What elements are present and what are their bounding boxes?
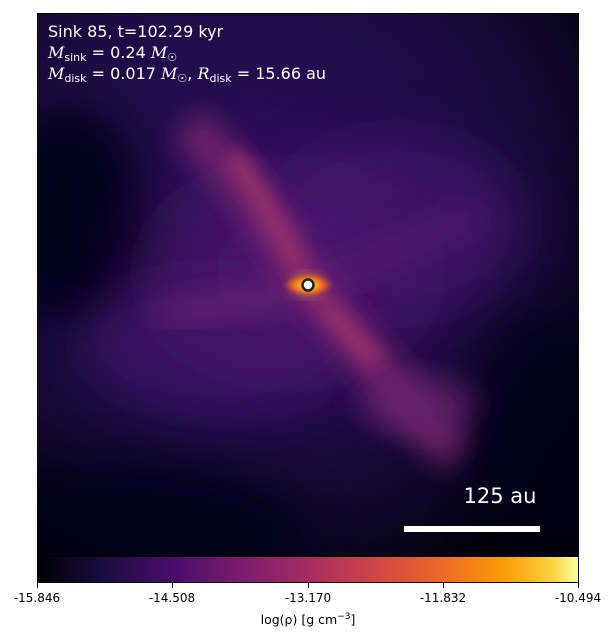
density-image xyxy=(38,14,578,555)
colorbar xyxy=(37,556,579,583)
scale-bar xyxy=(404,526,540,532)
colorbar-tick xyxy=(443,583,444,588)
colorbar-tick-label: -14.508 xyxy=(148,591,196,605)
colorbar-tick-label: -15.846 xyxy=(13,591,61,605)
disk-properties-label: Mdisk = 0.017 M☉, Rdisk = 15.66 au xyxy=(48,64,327,85)
colorbar-tick-label: -10.494 xyxy=(554,591,602,605)
colorbar-tick xyxy=(172,583,173,588)
sink-mass-label: Msink = 0.24 M☉ xyxy=(48,43,178,64)
density-map: Sink 85, t=102.29 kyr Msink = 0.24 M☉ Md… xyxy=(37,13,579,556)
colorbar-tick-label: -11.832 xyxy=(419,591,467,605)
scale-bar-label: 125 au xyxy=(463,484,537,508)
colorbar-tick xyxy=(578,583,579,588)
colorbar-tick-label: -13.170 xyxy=(284,591,332,605)
colorbar-label: log(ρ) [g cm−3] xyxy=(260,612,356,628)
colorbar-tick xyxy=(37,583,38,588)
sink-marker xyxy=(301,278,315,292)
sink-time-label: Sink 85, t=102.29 kyr xyxy=(48,22,224,41)
colorbar-tick xyxy=(308,583,309,588)
